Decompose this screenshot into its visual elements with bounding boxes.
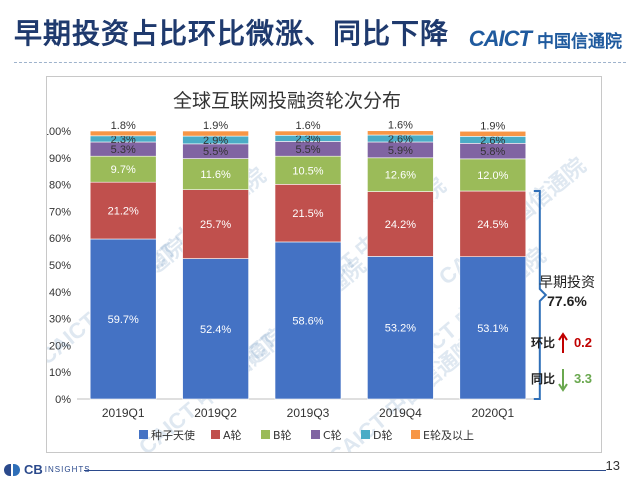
data-label: 11.6% <box>200 169 231 181</box>
y-tick-label: 20% <box>49 340 71 352</box>
legend-label: A轮 <box>223 428 242 442</box>
bar-segment <box>274 241 342 400</box>
data-label: 10.5% <box>292 165 323 177</box>
data-label: 24.2% <box>385 219 416 231</box>
bar-segment <box>459 130 527 137</box>
legend-label: C轮 <box>323 428 342 442</box>
data-label: 21.5% <box>292 208 323 220</box>
legend-label: 种子天使 <box>151 428 195 442</box>
legend-swatch <box>361 430 370 439</box>
bar-segment <box>274 184 342 243</box>
cb-insights-logo: CB INSIGHTS <box>4 462 91 477</box>
legend-label: B轮 <box>273 428 292 442</box>
footer-divider <box>84 470 606 471</box>
bar-segment <box>89 238 157 400</box>
caict-logo-cn: 中国信通院 <box>537 31 622 52</box>
caict-logo-text: CAICT <box>468 26 532 51</box>
data-label: 5.8% <box>480 146 505 158</box>
data-label: 1.8% <box>111 120 136 132</box>
data-label: 1.6% <box>388 120 413 132</box>
bar-segment <box>459 256 527 400</box>
y-tick-label: 40% <box>49 287 71 299</box>
data-label: 12.6% <box>385 170 416 182</box>
qoq-up-arrow-icon <box>558 332 568 354</box>
data-label: 58.6% <box>292 315 323 327</box>
early-stage-value: 77.6% <box>547 293 587 309</box>
bar-segment <box>367 130 434 136</box>
y-tick-label: 100% <box>47 126 71 138</box>
cb-insights-icon <box>4 463 22 476</box>
title-divider <box>14 62 626 63</box>
legend-label: E轮及以上 <box>423 428 474 442</box>
bar-segment <box>274 155 342 185</box>
early-stage-bracket <box>533 190 548 400</box>
y-tick-label: 30% <box>49 314 71 326</box>
bar-segment <box>367 256 434 400</box>
data-label: 5.9% <box>388 145 413 157</box>
bar-segment <box>459 190 527 257</box>
legend-swatch <box>261 430 270 439</box>
y-tick-label: 60% <box>49 233 71 245</box>
y-tick-label: 80% <box>49 180 71 192</box>
y-tick-label: 90% <box>49 153 71 165</box>
data-label: 2.6% <box>388 134 413 146</box>
bar-segment <box>89 130 157 137</box>
data-label: 9.7% <box>111 164 136 176</box>
x-tick-label: 2019Q2 <box>194 406 237 420</box>
bar-segment <box>459 158 527 192</box>
data-label: 53.1% <box>477 323 508 335</box>
bar-segment <box>182 158 249 190</box>
data-label: 5.3% <box>111 144 136 156</box>
x-tick-label: 2019Q1 <box>102 406 145 420</box>
stacked-bar-chart: 全球互联网投融资轮次分布 0% 10% 20% 30% 40% 50% 60% 70% 80% 90… <box>47 90 595 452</box>
yoy-value: 3.3 <box>574 371 592 386</box>
data-label: 2.3% <box>295 133 320 145</box>
data-label: 59.7% <box>108 314 139 326</box>
data-label: 21.2% <box>108 206 139 218</box>
qoq-value: 0.2 <box>574 335 592 350</box>
bar-segment <box>182 130 249 137</box>
bar-segment <box>182 258 249 400</box>
early-stage-label: 早期投资 <box>539 275 595 291</box>
bar-segment <box>274 130 342 136</box>
qoq-label: 环比 <box>531 335 555 350</box>
caict-logo: CAICT 中国信通院 <box>469 26 622 52</box>
data-label: 1.6% <box>295 120 320 132</box>
legend-swatch <box>411 430 420 439</box>
data-label: 5.5% <box>295 144 320 156</box>
yoy-label: 同比 <box>531 371 555 386</box>
data-label: 1.9% <box>480 120 505 132</box>
data-label: 1.9% <box>203 120 228 132</box>
data-label: 5.5% <box>203 146 228 158</box>
bar-segment <box>182 189 249 259</box>
data-label: 2.9% <box>203 135 228 147</box>
legend-swatch <box>139 430 148 439</box>
legend-swatch <box>211 430 220 439</box>
chart-frame: 全球互联网投融资轮次分布 0% 10% 20% 30% 40% 50% 60% 70% 80% 90… <box>46 76 602 453</box>
legend-label: D轮 <box>373 428 392 442</box>
yoy-down-arrow-icon <box>558 369 568 392</box>
legend-swatch <box>311 430 320 439</box>
x-tick-label: 2020Q1 <box>471 406 514 420</box>
data-label: 52.4% <box>200 324 231 336</box>
bar-segment <box>367 191 434 257</box>
data-label: 2.6% <box>480 135 505 147</box>
y-tick-label: 50% <box>49 260 71 272</box>
chart-title: 全球互联网投融资轮次分布 <box>173 90 401 112</box>
cb-insights-text: CB <box>24 462 43 477</box>
cb-insights-sub: INSIGHTS <box>44 465 91 474</box>
y-tick-label: 0% <box>55 394 71 406</box>
y-tick-label: 70% <box>49 206 71 218</box>
data-label: 25.7% <box>200 219 231 231</box>
bar-segment <box>367 157 434 192</box>
page-number: 13 <box>605 458 620 473</box>
data-label: 12.0% <box>477 170 508 182</box>
slide-title: 早期投资占比环比微涨、同比下降 <box>14 17 450 50</box>
x-tick-label: 2019Q4 <box>379 406 422 420</box>
data-label: 24.5% <box>477 219 508 231</box>
data-label: 2.3% <box>111 134 136 146</box>
data-label: 53.2% <box>385 323 416 335</box>
y-tick-label: 10% <box>49 367 71 379</box>
x-tick-label: 2019Q3 <box>287 406 330 420</box>
